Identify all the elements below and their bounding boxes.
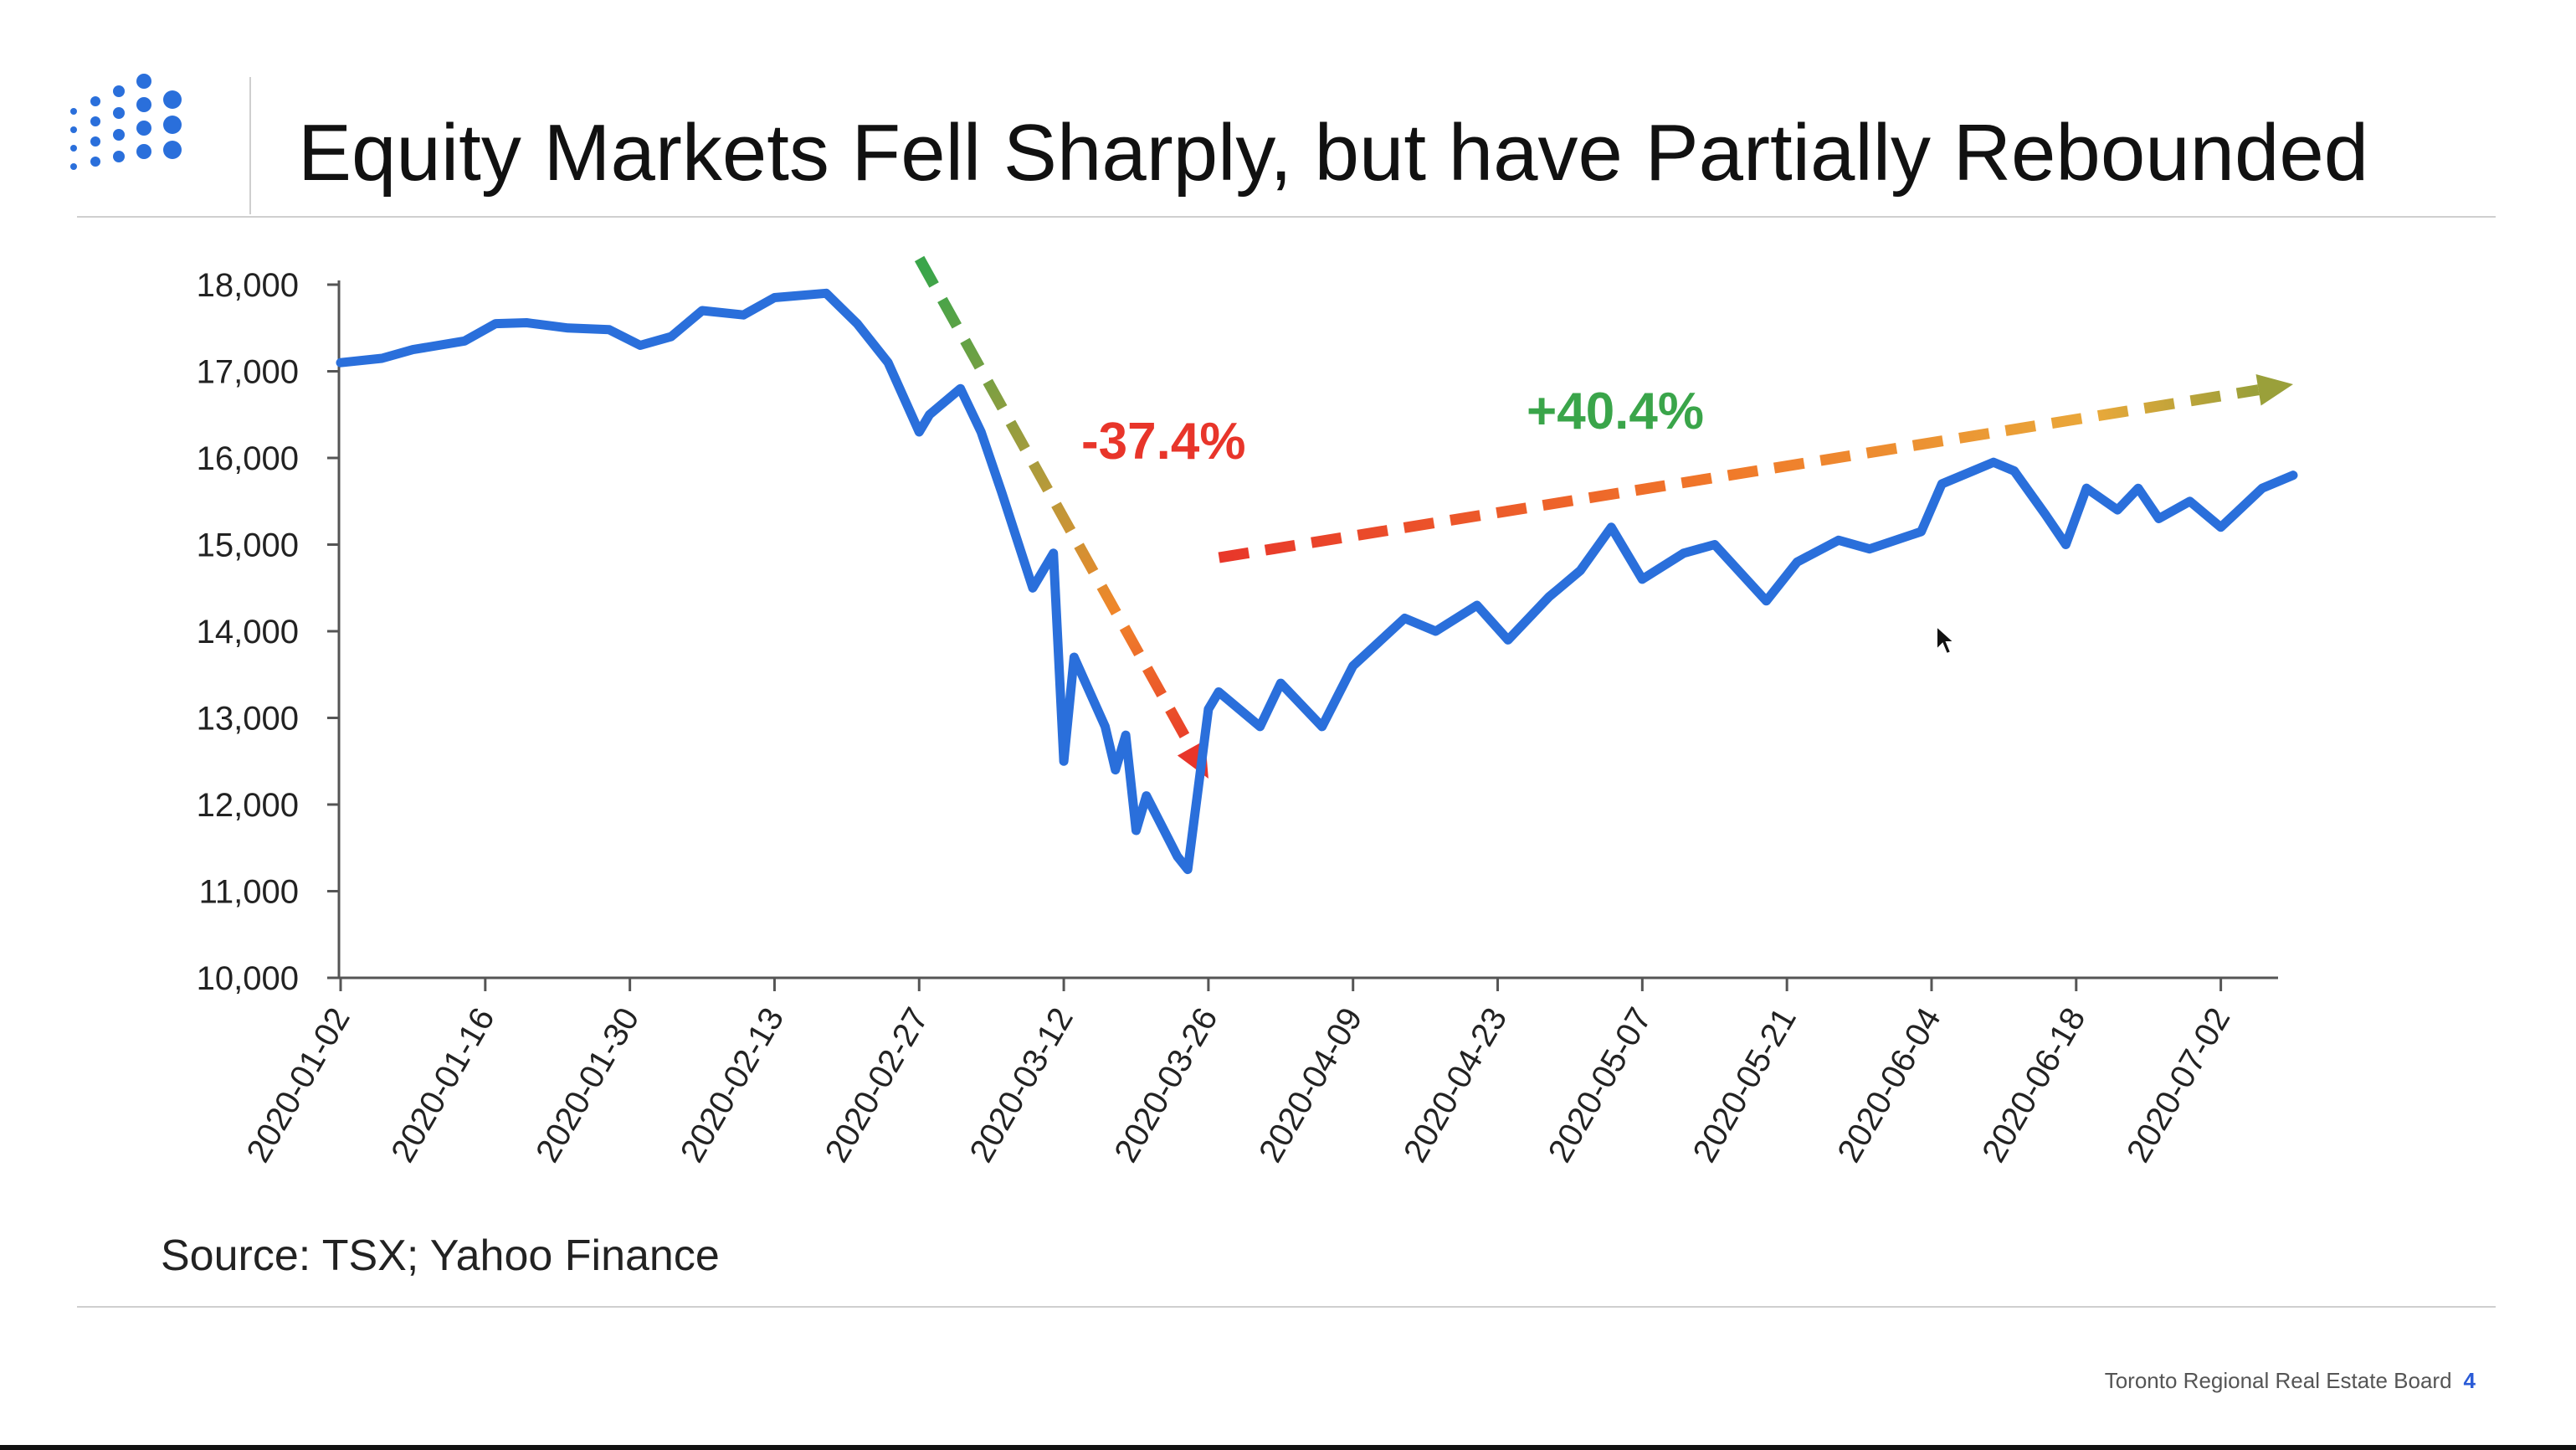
footer-org: Toronto Regional Real Estate Board (2104, 1368, 2452, 1393)
x-tick-label: 2020-02-27 (818, 1002, 936, 1169)
rebound-arrow-shaft (1218, 384, 2260, 563)
chart-annotations: -37.4% +40.4% (1081, 383, 1704, 470)
series-line-0 (336, 288, 2298, 875)
mouse-pointer-icon (1936, 625, 1957, 656)
chart-axes (337, 280, 2278, 980)
y-tick-label: 13,000 (197, 701, 299, 738)
x-tick-label: 2020-03-12 (962, 1002, 1080, 1169)
slide-title: Equity Markets Fell Sharply, but have Pa… (298, 108, 2369, 198)
chart-series (336, 288, 2298, 875)
x-tick-label: 2020-06-18 (1975, 1002, 2092, 1169)
header-rule (77, 216, 2496, 218)
x-tick-label: 2020-05-21 (1686, 1002, 1804, 1169)
x-tick-label: 2020-01-16 (384, 1002, 501, 1169)
x-tick-label: 2020-06-04 (1830, 1002, 1947, 1169)
y-tick-label: 15,000 (197, 527, 299, 564)
x-tick-label: 2020-04-09 (1252, 1002, 1369, 1169)
chart-ticks: 10,000 11,000 12,000 13,000 14,000 15,000 16,0… (197, 267, 2238, 1169)
trend-arrows (914, 255, 2294, 779)
y-tick-label: 17,000 (197, 354, 299, 391)
y-tick-label: 12,000 (197, 787, 299, 824)
y-tick-label: 18,000 (197, 267, 299, 304)
x-tick-label: 2020-03-26 (1107, 1002, 1224, 1169)
x-tick-label: 2020-01-30 (529, 1002, 646, 1169)
bottom-bar (0, 1445, 2576, 1450)
decline-label: -37.4% (1081, 413, 1245, 470)
slide-footer: Toronto Regional Real Estate Board 4 (2105, 1368, 2476, 1394)
source-note: Source: TSX; Yahoo Finance (161, 1231, 720, 1280)
y-tick-label: 10,000 (197, 960, 299, 997)
trreb-logo-icon (70, 74, 182, 170)
rebound-arrow-head (2255, 373, 2294, 406)
x-tick-label: 2020-01-02 (239, 1002, 357, 1169)
x-tick-label: 2020-04-23 (1397, 1002, 1514, 1169)
x-tick-label: 2020-07-02 (2120, 1002, 2237, 1169)
y-tick-label: 16,000 (197, 440, 299, 477)
rebound-label: +40.4% (1527, 383, 1704, 440)
x-tick-label: 2020-05-07 (1542, 1002, 1659, 1169)
y-tick-label: 11,000 (199, 874, 299, 911)
y-tick-label: 14,000 (197, 614, 299, 650)
tsx-line-chart: 10,000 11,000 12,000 13,000 14,000 15,000 16,0… (197, 255, 2298, 1169)
x-tick-label: 2020-02-13 (674, 1002, 791, 1169)
footer-rule (77, 1306, 2496, 1308)
page-number: 4 (2463, 1368, 2476, 1393)
header-divider (249, 77, 251, 214)
